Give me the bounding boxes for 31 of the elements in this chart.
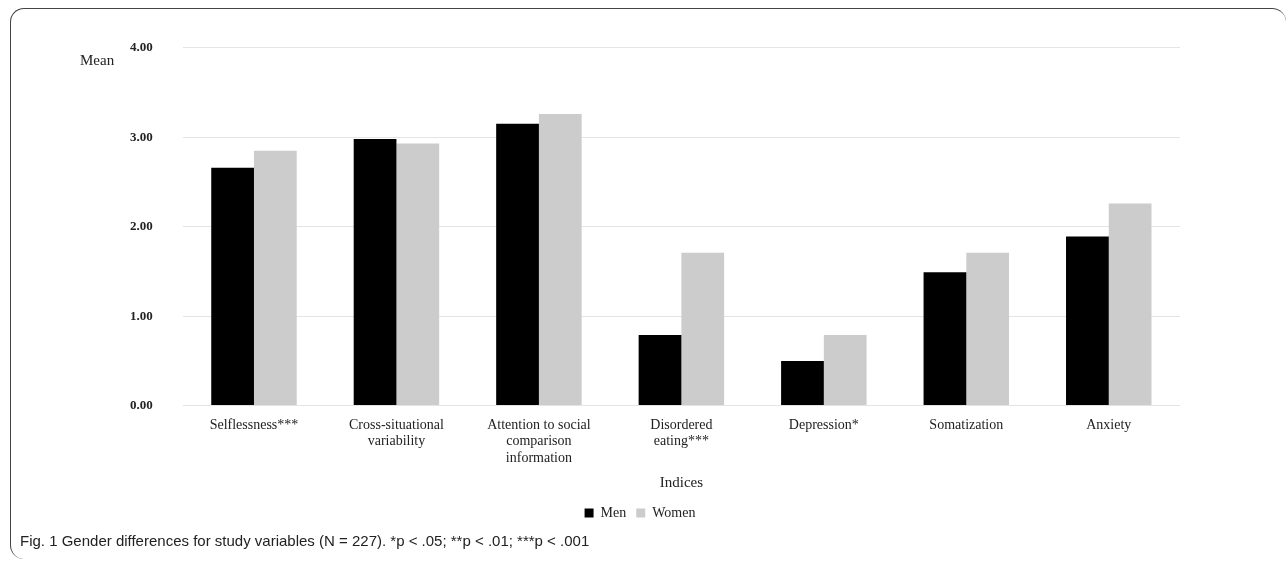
x-tick-label: Attention to social comparison information <box>487 416 591 466</box>
legend-label: Men <box>600 504 627 520</box>
x-tick-label: Depression* <box>788 416 859 432</box>
y-tick-label: 0.00 <box>130 396 153 412</box>
bar <box>538 113 582 406</box>
x-tick-label: Somatization <box>929 416 1004 432</box>
bar <box>681 252 725 406</box>
bar <box>781 360 824 406</box>
x-tick-label: Cross-situational variability <box>349 416 444 449</box>
bar <box>1108 203 1152 406</box>
x-axis-title: Indices <box>659 473 704 490</box>
caption: Fig. 1 Gender differences for study variables (N = 227). *p < .05; **p < .01; ***p < .001 <box>20 532 590 549</box>
y-tick-label: 3.00 <box>130 128 153 144</box>
bar <box>923 272 967 406</box>
x-tick-label: Disordered eating*** <box>650 416 713 449</box>
y-tick-label: 1.00 <box>130 307 153 323</box>
y-axis-title: Mean <box>80 52 115 69</box>
bar <box>638 334 682 406</box>
bar <box>823 334 867 406</box>
y-tick-label: 4.00 <box>130 39 153 55</box>
y-tick-label: 2.00 <box>130 218 153 234</box>
bar <box>253 150 297 406</box>
bar <box>1066 236 1109 406</box>
bar <box>211 167 254 406</box>
bar <box>496 123 539 406</box>
x-tick-label: Anxiety <box>1086 416 1132 432</box>
bar <box>353 139 397 406</box>
x-tick-label: Selflessness*** <box>209 416 299 432</box>
bar <box>396 143 440 406</box>
bar <box>966 252 1010 406</box>
legend-label: Women <box>652 504 696 520</box>
